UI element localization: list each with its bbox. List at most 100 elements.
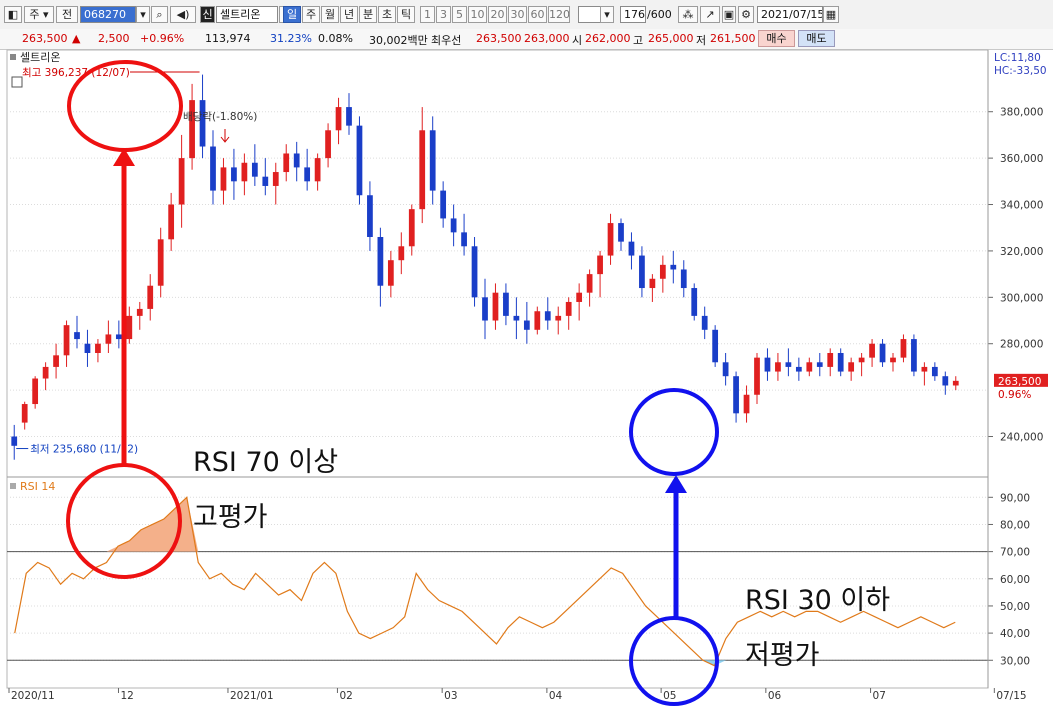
price-panel-label: 셀트리온 bbox=[20, 51, 60, 64]
rsi-tick-label: 30,00 bbox=[1000, 655, 1030, 667]
rsi-tick-label: 90,00 bbox=[1000, 492, 1030, 504]
stock-code-input[interactable]: 068270 bbox=[80, 6, 136, 23]
candle-body bbox=[931, 366, 938, 377]
period-tab-2[interactable]: 월 bbox=[321, 6, 339, 23]
settings-icon[interactable]: ⚙ bbox=[738, 6, 754, 23]
candle-body bbox=[848, 362, 855, 372]
candle-body bbox=[377, 237, 384, 286]
candle-body bbox=[712, 329, 719, 363]
chart-area[interactable]: 380,000 360,000 340,000 320,000 300,000 280,0… bbox=[0, 49, 1053, 707]
oversold-meaning: 저평가 bbox=[745, 640, 820, 671]
candle-body bbox=[890, 357, 896, 363]
buy-button[interactable]: 매수 bbox=[758, 30, 795, 47]
min-price-label: 최저 235,680 (11/12) bbox=[30, 444, 138, 456]
candle-body bbox=[722, 362, 729, 377]
turnover-ratio: 0.08% bbox=[318, 32, 353, 45]
candle-body bbox=[534, 311, 541, 330]
candle-body bbox=[178, 158, 185, 205]
candle-body bbox=[241, 162, 248, 182]
interval-button-3[interactable]: 3 bbox=[436, 6, 451, 23]
layout-icon[interactable]: ◧ bbox=[4, 6, 22, 23]
price-tick-label: 340,000 bbox=[1000, 200, 1043, 212]
candle-body bbox=[335, 107, 342, 131]
period-tab-5[interactable]: 초 bbox=[378, 6, 396, 23]
interval-dropdown-icon[interactable]: ▾ bbox=[600, 6, 614, 23]
candle-body bbox=[136, 308, 143, 316]
search-icon[interactable]: ⌕ bbox=[151, 6, 168, 23]
rsi-oversold-fill bbox=[702, 660, 726, 666]
best-ask-2: 263,000 bbox=[524, 32, 570, 45]
candle-body bbox=[84, 343, 91, 353]
candle-body bbox=[618, 223, 624, 242]
candle-body bbox=[576, 292, 583, 302]
interval-button-20[interactable]: 20 bbox=[488, 6, 507, 23]
chart-tools-icon[interactable]: ⁂ bbox=[678, 6, 698, 23]
candle-body bbox=[293, 153, 300, 168]
interval-button-120[interactable]: 120 bbox=[548, 6, 570, 23]
candle-body bbox=[492, 292, 499, 321]
calendar-icon[interactable] bbox=[11, 76, 23, 88]
plot-frame bbox=[6, 49, 989, 689]
sell-button[interactable]: 매도 bbox=[798, 30, 835, 47]
candle-body bbox=[314, 158, 321, 182]
code-dropdown-icon[interactable]: ▾ bbox=[136, 6, 150, 23]
interval-button-60[interactable]: 60 bbox=[528, 6, 547, 23]
scope-select[interactable]: 전 bbox=[56, 6, 78, 23]
candle-body bbox=[189, 100, 195, 159]
period-tab-4[interactable]: 분 bbox=[359, 6, 377, 23]
bar-count-input[interactable]: 176 bbox=[620, 6, 646, 23]
draw-tools-icon[interactable]: ↗ bbox=[700, 6, 720, 23]
period-tab-0[interactable]: 일 bbox=[283, 6, 301, 23]
market-type-select[interactable]: 주 ▾ bbox=[24, 6, 54, 23]
calendar-icon[interactable]: ▦ bbox=[823, 6, 839, 23]
save-icon[interactable]: ▣ bbox=[722, 6, 736, 23]
candle-body bbox=[837, 353, 844, 372]
x-tick-label: 02 bbox=[339, 690, 352, 702]
oversold-price-circle bbox=[629, 388, 719, 476]
low-label: 저 bbox=[696, 34, 707, 47]
rsi-tick-label: 80,00 bbox=[1000, 519, 1030, 531]
x-tick-label: 07/15 bbox=[996, 690, 1026, 702]
period-tab-3[interactable]: 년 bbox=[340, 6, 358, 23]
candle-body bbox=[775, 362, 781, 372]
x-tick-label: 05 bbox=[663, 690, 676, 702]
candle-body bbox=[251, 162, 258, 177]
candle-body bbox=[911, 339, 917, 372]
candle-body bbox=[628, 241, 635, 256]
candle-body bbox=[544, 311, 551, 321]
interval-button-1[interactable]: 1 bbox=[420, 6, 435, 23]
current-price-tag bbox=[994, 373, 1048, 387]
interval-button-5[interactable]: 5 bbox=[452, 6, 467, 23]
candle-body bbox=[356, 125, 363, 196]
candle-body bbox=[53, 355, 59, 367]
overbought-arrow-head bbox=[113, 148, 135, 166]
period-tab-6[interactable]: 틱 bbox=[397, 6, 415, 23]
candle-body bbox=[42, 366, 49, 379]
candle-body bbox=[450, 218, 457, 233]
speaker-icon[interactable]: ◀) bbox=[170, 6, 196, 23]
new-tag: 신 bbox=[200, 6, 215, 23]
candle-body bbox=[649, 278, 656, 289]
candle-body bbox=[32, 378, 39, 405]
trade-amount: 30,002백만 bbox=[369, 34, 428, 47]
candle-body bbox=[858, 357, 865, 363]
candle-body bbox=[952, 380, 959, 386]
date-input[interactable]: 2021/07/15 bbox=[757, 6, 823, 23]
rsi-tick-label: 60,00 bbox=[1000, 574, 1030, 586]
candle-body bbox=[210, 146, 216, 191]
candle-body bbox=[639, 255, 645, 289]
interval-button-30[interactable]: 30 bbox=[508, 6, 527, 23]
price-change: 2,500 bbox=[98, 32, 130, 45]
period-tab-1[interactable]: 주 bbox=[302, 6, 320, 23]
price-tick-label: 320,000 bbox=[1000, 246, 1043, 258]
x-tick-label: 03 bbox=[444, 690, 457, 702]
stock-name-field[interactable]: 셀트리온 bbox=[216, 6, 278, 23]
interval-button-10[interactable]: 10 bbox=[468, 6, 487, 23]
candle-body bbox=[733, 376, 739, 414]
candle-body bbox=[607, 223, 614, 256]
candle-body bbox=[283, 153, 290, 173]
candle-body bbox=[199, 100, 206, 147]
candle-body bbox=[900, 339, 907, 358]
candle-body bbox=[785, 362, 792, 367]
candle-body bbox=[921, 366, 928, 372]
